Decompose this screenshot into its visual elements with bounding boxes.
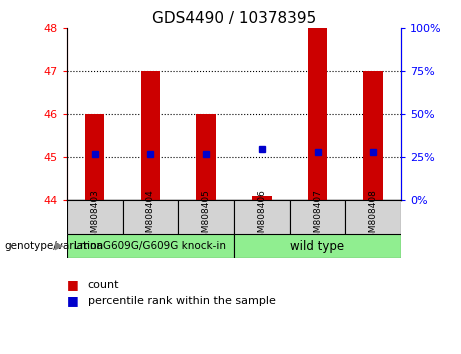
Bar bbox=[67, 200, 123, 234]
Text: GSM808406: GSM808406 bbox=[257, 189, 266, 244]
Bar bbox=[345, 200, 401, 234]
Bar bbox=[178, 200, 234, 234]
Text: GSM808404: GSM808404 bbox=[146, 189, 155, 244]
Text: count: count bbox=[88, 280, 119, 290]
Bar bbox=[290, 200, 345, 234]
Text: ▶: ▶ bbox=[55, 241, 64, 251]
Text: GSM808407: GSM808407 bbox=[313, 189, 322, 244]
Text: genotype/variation: genotype/variation bbox=[5, 241, 104, 251]
Bar bbox=[85, 114, 105, 200]
Title: GDS4490 / 10378395: GDS4490 / 10378395 bbox=[152, 11, 316, 26]
Bar bbox=[234, 234, 401, 258]
Bar bbox=[252, 196, 272, 200]
Text: GSM808408: GSM808408 bbox=[369, 189, 378, 244]
Bar bbox=[308, 28, 327, 200]
Text: percentile rank within the sample: percentile rank within the sample bbox=[88, 296, 276, 306]
Text: GSM808403: GSM808403 bbox=[90, 189, 99, 244]
Text: ■: ■ bbox=[67, 295, 78, 307]
Bar bbox=[67, 234, 234, 258]
Bar bbox=[234, 200, 290, 234]
Text: GSM808405: GSM808405 bbox=[201, 189, 211, 244]
Bar bbox=[123, 200, 178, 234]
Text: LmnaG609G/G609G knock-in: LmnaG609G/G609G knock-in bbox=[74, 241, 226, 251]
Bar bbox=[363, 71, 383, 200]
Text: wild type: wild type bbox=[290, 240, 344, 252]
Bar bbox=[141, 71, 160, 200]
Text: ■: ■ bbox=[67, 279, 78, 291]
Bar bbox=[196, 114, 216, 200]
